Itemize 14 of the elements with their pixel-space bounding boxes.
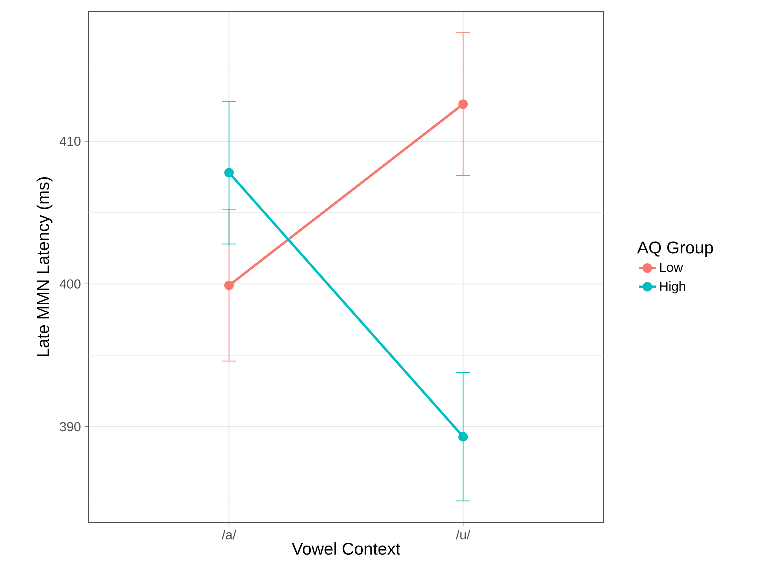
x-tick-label: /a/ — [222, 530, 236, 540]
y-tick-label: 400 — [60, 280, 81, 289]
y-axis-title: Late MMN Latency (ms) — [36, 177, 53, 356]
point — [458, 432, 468, 442]
y-tick-label: 410 — [60, 136, 81, 146]
point — [224, 280, 234, 290]
legend-label: High — [660, 282, 686, 294]
x-tick-label: /u/ — [456, 530, 471, 540]
point — [458, 100, 468, 110]
x-axis-title: Vowel Context — [292, 542, 400, 556]
point — [224, 168, 234, 178]
legend-title: AQ Group — [637, 242, 714, 258]
y-tick-label: 390 — [60, 422, 81, 432]
legend-label: Low — [660, 263, 684, 272]
